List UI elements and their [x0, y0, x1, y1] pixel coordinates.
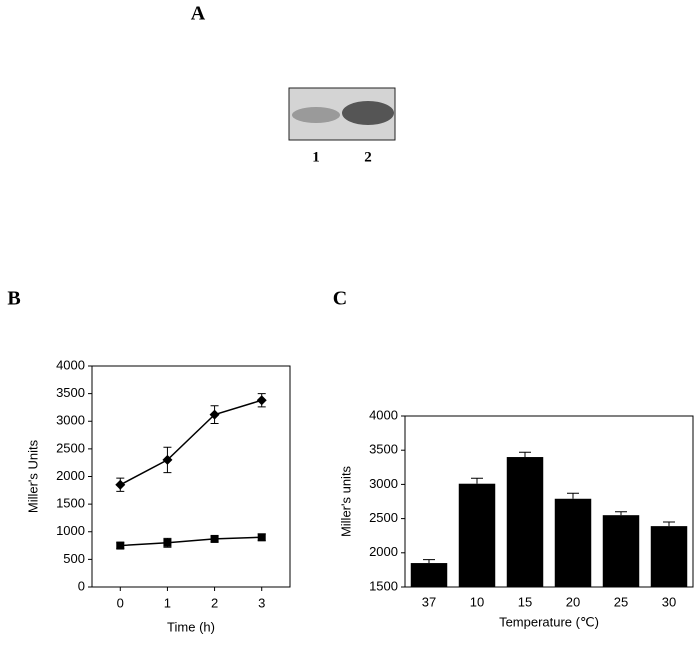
- panel-label: A: [191, 3, 206, 25]
- y-tick-label: 3000: [56, 413, 85, 428]
- x-tick-label: 30: [662, 594, 676, 609]
- x-tick-label: 10: [470, 594, 484, 609]
- data-point: [210, 534, 219, 543]
- data-point: [256, 395, 267, 406]
- x-tick-label: 20: [566, 594, 580, 609]
- x-tick-label: 0: [117, 595, 124, 610]
- data-point: [116, 541, 125, 550]
- bar: [602, 515, 640, 587]
- x-axis-title: Temperature (℃): [499, 614, 599, 629]
- data-point: [163, 538, 172, 547]
- data-point: [257, 533, 266, 542]
- panel-label: B: [7, 288, 20, 310]
- y-tick-label: 2000: [56, 468, 85, 483]
- x-tick-label: 25: [614, 594, 628, 609]
- gel-band: [342, 101, 394, 125]
- series-line: [119, 399, 262, 486]
- error-bar: [615, 511, 627, 516]
- series-line: [120, 536, 262, 547]
- x-tick-label: 1: [164, 595, 171, 610]
- y-tick-label: 3500: [369, 442, 398, 457]
- gel-band: [292, 107, 340, 123]
- data-point: [209, 409, 220, 420]
- bar: [458, 483, 496, 587]
- data-point: [162, 454, 173, 465]
- error-bar: [423, 559, 435, 564]
- y-tick-label: 4000: [56, 357, 85, 372]
- x-tick-label: 3: [258, 595, 265, 610]
- y-tick-label: 1000: [56, 523, 85, 538]
- x-tick-label: 37: [422, 594, 436, 609]
- x-axis-title: Time (h): [167, 619, 215, 634]
- data-point: [115, 479, 126, 490]
- bar: [650, 526, 688, 587]
- error-bar: [663, 521, 675, 527]
- error-bar: [471, 477, 483, 484]
- y-tick-label: 2000: [369, 544, 398, 559]
- y-tick-label: 4000: [369, 407, 398, 422]
- y-tick-label: 500: [63, 551, 85, 566]
- lane-label: 2: [364, 149, 372, 165]
- panel-label: C: [333, 288, 347, 310]
- y-tick-label: 3000: [369, 476, 398, 491]
- x-tick-label: 2: [211, 595, 218, 610]
- y-tick-label: 0: [78, 578, 85, 593]
- y-axis-title: Miller's Units: [25, 439, 40, 513]
- y-tick-label: 2500: [369, 510, 398, 525]
- bar: [554, 498, 592, 587]
- lane-label: 1: [312, 149, 320, 165]
- plot-frame: [404, 415, 694, 588]
- x-tick-label: 15: [518, 594, 532, 609]
- y-tick-label: 2500: [56, 440, 85, 455]
- bar: [506, 457, 544, 587]
- y-tick-label: 3500: [56, 385, 85, 400]
- error-bar: [567, 492, 579, 499]
- y-tick-label: 1500: [369, 578, 398, 593]
- error-bar: [519, 451, 531, 458]
- y-tick-label: 1500: [56, 496, 85, 511]
- y-axis-title: Miller's units: [338, 465, 353, 537]
- bar: [410, 563, 448, 587]
